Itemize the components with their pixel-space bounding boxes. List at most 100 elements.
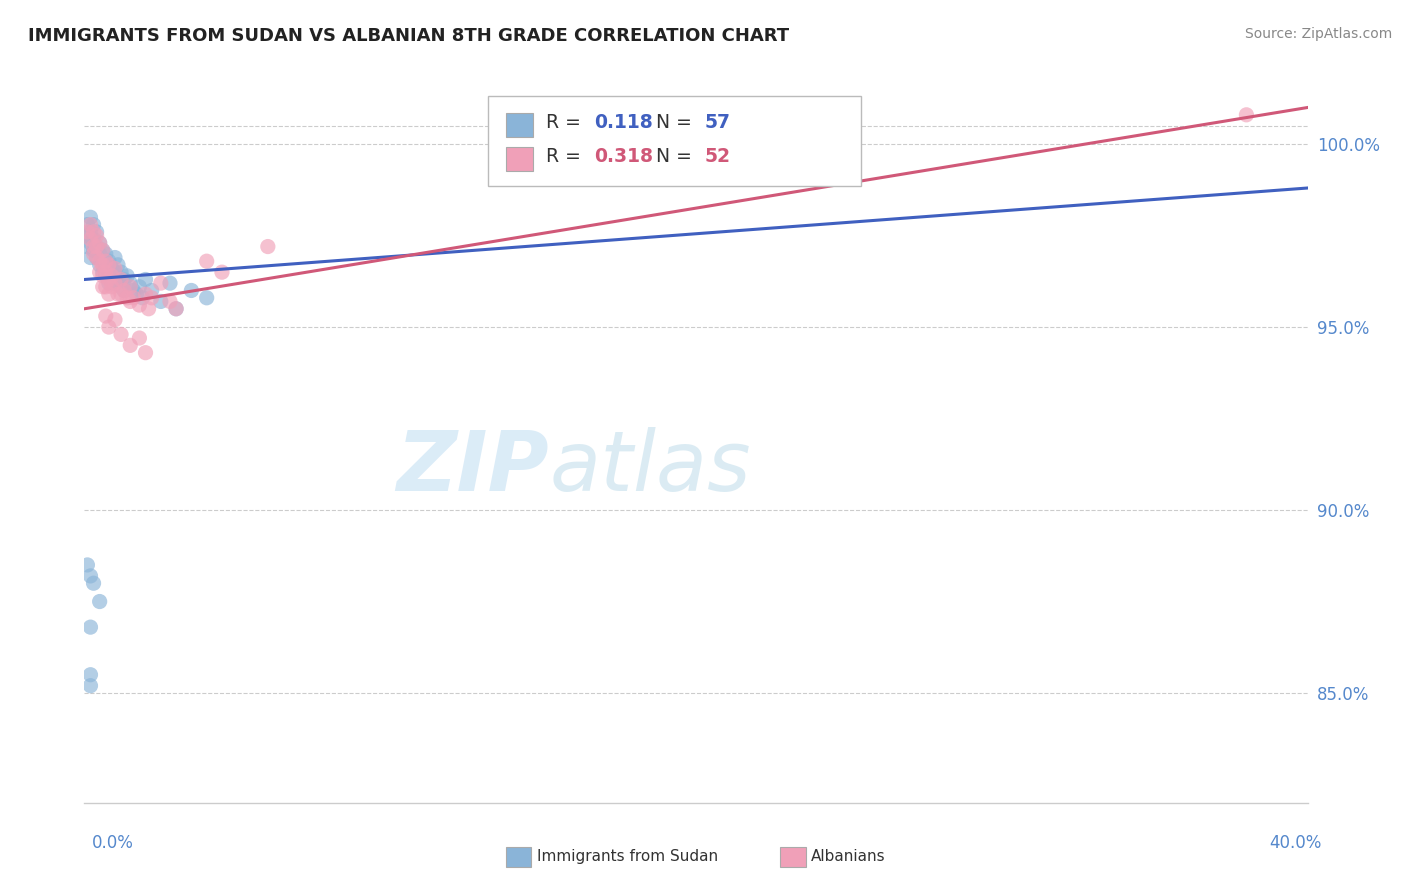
Point (104, 261, 127, 276)
Point (94, 309, 117, 323)
Point (97, 258, 120, 272)
Point (89, 594, 111, 608)
Point (141, 284, 163, 298)
Bar (506, 147, 533, 171)
Text: IMMIGRANTS FROM SUDAN VS ALBANIAN 8TH GRADE CORRELATION CHART: IMMIGRANTS FROM SUDAN VS ALBANIAN 8TH GR… (28, 27, 789, 45)
Point (83, 576, 105, 591)
Point (97, 320, 120, 334)
Point (104, 276, 127, 290)
Point (149, 276, 172, 290)
Text: 40.0%: 40.0% (1270, 834, 1322, 852)
Point (97, 276, 120, 290)
Point (107, 272, 129, 286)
Point (89, 247, 111, 261)
Point (101, 272, 124, 286)
Point (76, 239, 98, 253)
Text: Immigrants from Sudan: Immigrants from Sudan (537, 849, 718, 863)
Point (165, 301, 187, 316)
Point (76, 225, 98, 239)
Point (104, 251, 127, 265)
Point (97, 254, 120, 268)
Text: 0.118: 0.118 (595, 113, 654, 132)
Point (83, 244, 105, 258)
Point (138, 301, 160, 316)
Point (94, 258, 117, 272)
Point (122, 284, 145, 298)
Point (120, 280, 142, 294)
Point (112, 272, 135, 286)
Point (89, 265, 111, 279)
Point (112, 284, 135, 298)
Point (159, 294, 181, 309)
Text: ZIP: ZIP (396, 427, 550, 508)
Point (135, 345, 157, 359)
Point (257, 239, 280, 253)
Point (180, 284, 202, 298)
Point (94, 265, 117, 279)
Point (128, 280, 150, 294)
Point (112, 284, 135, 298)
Point (83, 239, 105, 253)
Point (76, 218, 98, 232)
Point (104, 276, 127, 290)
Point (120, 276, 142, 290)
Text: 0.318: 0.318 (595, 147, 654, 167)
Point (120, 294, 142, 309)
Point (91, 244, 114, 258)
Text: 0.0%: 0.0% (91, 834, 134, 852)
Point (122, 291, 145, 305)
Point (79, 569, 101, 583)
Point (94, 268, 117, 283)
Point (94, 254, 117, 268)
Text: Source: ZipAtlas.com: Source: ZipAtlas.com (1244, 27, 1392, 41)
Point (79, 251, 101, 265)
Point (91, 258, 114, 272)
Point (115, 268, 138, 283)
Point (110, 287, 132, 301)
Point (97, 272, 120, 286)
Point (89, 235, 111, 250)
Point (110, 272, 132, 286)
Point (83, 225, 105, 239)
Point (76, 228, 98, 243)
Text: 57: 57 (704, 113, 731, 132)
Point (1236, 108, 1258, 122)
Point (86, 228, 108, 243)
Point (94, 280, 117, 294)
Point (79, 232, 101, 246)
Point (86, 239, 108, 253)
Text: N =: N = (655, 113, 697, 132)
Text: 52: 52 (704, 147, 731, 167)
Point (104, 312, 127, 326)
Point (79, 620, 101, 634)
Point (110, 280, 132, 294)
Point (79, 235, 101, 250)
Point (107, 287, 129, 301)
Bar (506, 112, 533, 137)
Point (86, 251, 108, 265)
Point (91, 254, 114, 268)
Point (86, 225, 108, 239)
Point (83, 247, 105, 261)
Point (159, 276, 181, 290)
Point (86, 251, 108, 265)
FancyBboxPatch shape (488, 96, 860, 186)
Point (91, 268, 114, 283)
Point (165, 301, 187, 316)
Point (125, 287, 148, 301)
Point (79, 667, 101, 681)
Point (135, 272, 157, 286)
Point (104, 265, 127, 279)
Point (83, 232, 105, 246)
Point (115, 291, 138, 305)
Text: Albanians: Albanians (811, 849, 886, 863)
Point (79, 679, 101, 693)
Point (91, 280, 114, 294)
Point (110, 265, 132, 279)
Point (120, 338, 142, 352)
Point (101, 280, 124, 294)
Text: R =: R = (546, 113, 586, 132)
Point (101, 261, 124, 276)
Point (86, 239, 108, 253)
Point (110, 327, 132, 342)
